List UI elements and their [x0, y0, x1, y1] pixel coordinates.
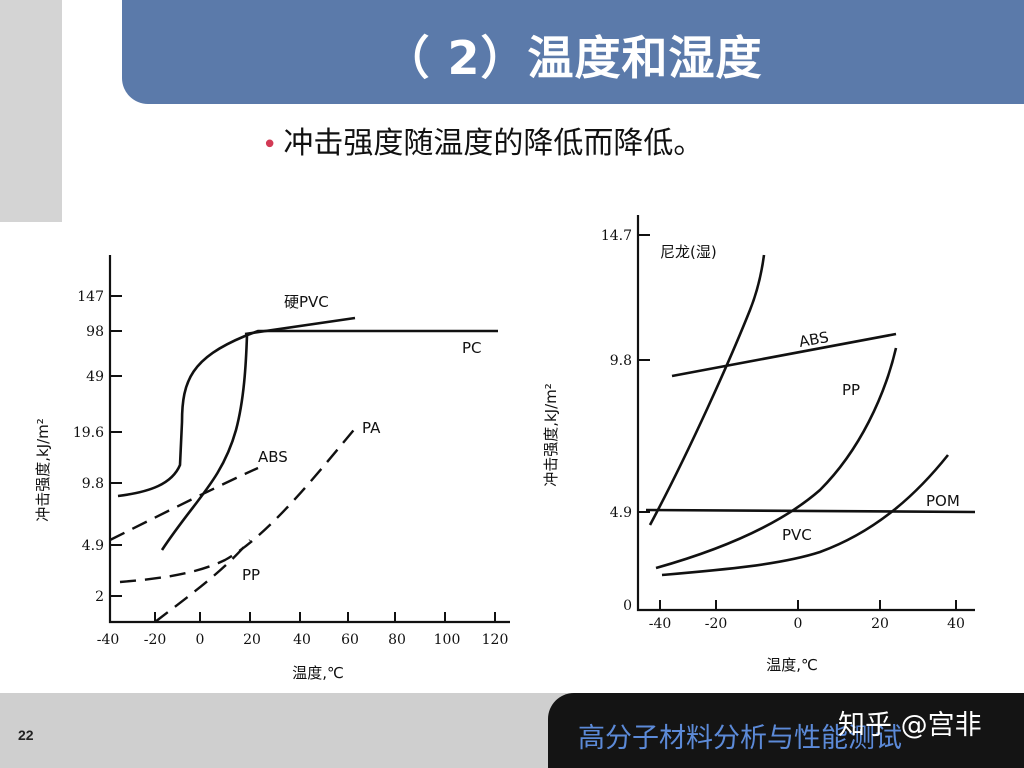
label-pvc: PVC [782, 526, 812, 544]
footer-dark-panel [548, 693, 1024, 768]
series-pc-curve [117, 329, 498, 498]
x-tick-label: -40 [649, 616, 672, 632]
left-chart-y-ticks: 147 98 49 19.6 9.8 4.9 2 [73, 289, 122, 605]
series-pa-curve [119, 424, 359, 584]
x-tick-label: 60 [341, 632, 359, 648]
label-pa: PA [362, 419, 381, 437]
left-x-axis-title: 温度,℃ [292, 664, 344, 682]
label-rigid-pvc: 硬PVC [284, 293, 329, 311]
right-y-axis-title: 冲击强度,kJ/m² [542, 383, 560, 487]
label-pp: PP [242, 566, 260, 584]
y-tick-label: 2 [95, 589, 104, 605]
right-x-axis-title: 温度,℃ [766, 656, 818, 674]
series-pp-curve [154, 539, 251, 623]
x-tick-label: -20 [144, 632, 167, 648]
y-tick-label: 9.8 [82, 476, 104, 492]
y-tick-label: 19.6 [73, 425, 104, 441]
series-rigid-pvc-curve [160, 334, 249, 551]
y-tick-label: 98 [86, 324, 104, 340]
label-pom: POM [926, 492, 960, 510]
left-chart: 147 98 49 19.6 9.8 4.9 2 -40 -20 0 20 40… [34, 255, 510, 682]
series-abs-curve [109, 466, 259, 542]
x-tick-label: 120 [482, 632, 509, 648]
y-tick-label: 49 [86, 369, 104, 385]
label-abs: ABS [258, 448, 288, 466]
y-tick-label: 14.7 [601, 228, 632, 244]
label-pp: PP [842, 381, 860, 399]
right-chart-y-ticks: 14.7 9.8 4.9 0 [601, 228, 650, 614]
page-number: 22 [18, 727, 34, 743]
x-tick-label: -20 [705, 616, 728, 632]
series-pvc-curve [661, 454, 950, 577]
x-tick-label: -40 [97, 632, 120, 648]
series-rigid-pvc-upper-curve [244, 316, 356, 336]
label-abs: ABS [798, 328, 830, 351]
x-tick-label: 80 [388, 632, 406, 648]
x-tick-label: 40 [947, 616, 965, 632]
series-nylon-wet-curve [648, 254, 766, 526]
course-title: 高分子材料分析与性能测试 [578, 723, 902, 754]
y-tick-label: 4.9 [610, 505, 632, 521]
title-bar: （ 2）温度和湿度 [122, 0, 1024, 104]
series-pp-curve [655, 347, 898, 570]
left-y-axis-title: 冲击强度,kJ/m² [34, 418, 52, 522]
left-chart-x-ticks: -40 -20 0 20 40 60 80 100 120 [97, 612, 509, 648]
charts-figure: 147 98 49 19.6 9.8 4.9 2 -40 -20 0 20 40… [34, 215, 976, 682]
y-tick-label: 0 [623, 598, 632, 614]
left-chart-axes [108, 255, 510, 624]
bullet-text: 冲击强度随温度的降低而降低。 [283, 126, 704, 161]
x-tick-label: 40 [293, 632, 311, 648]
x-tick-label: 20 [243, 632, 261, 648]
left-decor-block [0, 0, 62, 222]
series-abs-curve [671, 332, 897, 378]
right-chart-x-ticks: -40 -20 0 20 40 [649, 600, 965, 632]
label-pc: PC [462, 339, 482, 357]
bullet-marker: • [262, 130, 278, 160]
watermark-text: 知乎 @宫非 [838, 710, 982, 741]
y-tick-label: 9.8 [610, 353, 632, 369]
y-tick-label: 147 [77, 289, 104, 305]
x-tick-label: 0 [794, 616, 803, 632]
x-tick-label: 100 [434, 632, 461, 648]
right-chart: 14.7 9.8 4.9 0 -40 -20 0 20 40 温度,℃ 冲击强度… [542, 215, 976, 674]
x-tick-label: 0 [196, 632, 205, 648]
slide-title: （ 2）温度和湿度 [383, 31, 763, 85]
label-nylon-wet: 尼龙(湿) [660, 243, 717, 261]
x-tick-label: 20 [871, 616, 889, 632]
bullet-point: • 冲击强度随温度的降低而降低。 [262, 118, 703, 162]
series-pom-curve [645, 508, 976, 514]
right-chart-axes [636, 215, 975, 612]
y-tick-label: 4.9 [82, 538, 104, 554]
